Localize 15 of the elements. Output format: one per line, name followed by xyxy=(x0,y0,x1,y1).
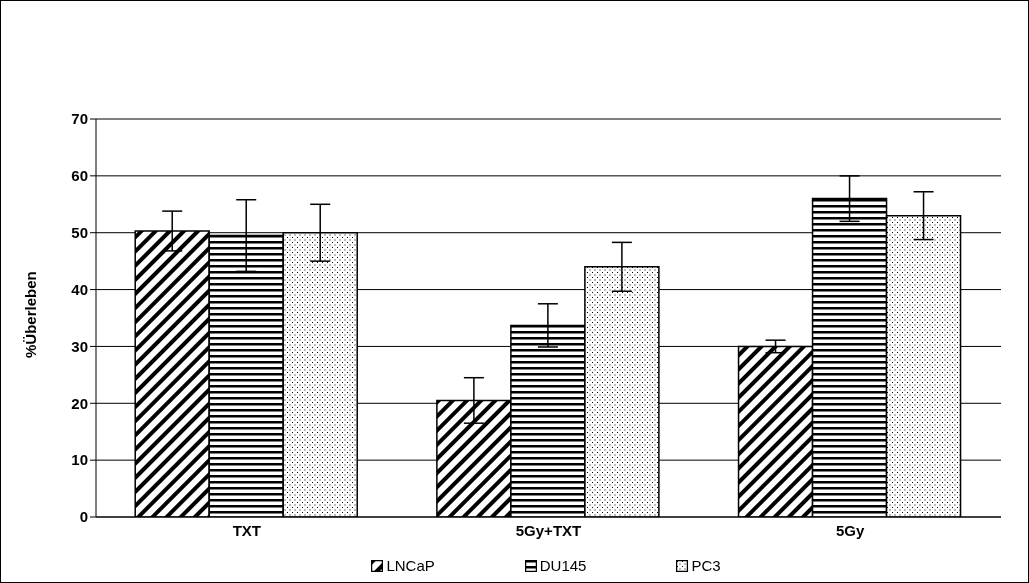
y-tick-label: 60 xyxy=(71,167,88,185)
y-tick-label: 20 xyxy=(71,394,88,412)
legend-label: LNCaP xyxy=(386,557,435,574)
y-tick-label: 30 xyxy=(71,337,88,355)
x-tick-label: TXT xyxy=(232,521,262,539)
y-tick-label: 0 xyxy=(79,508,88,526)
x-tick-label: 5Gy+TXT xyxy=(515,521,582,539)
y-axis-title: %Überleben xyxy=(22,271,40,358)
y-tick-label: 40 xyxy=(71,280,88,298)
y-tick-label: 70 xyxy=(71,110,88,128)
x-tick-label: 5Gy xyxy=(835,521,865,539)
y-tick-label: 50 xyxy=(71,224,88,242)
legend-label: PC3 xyxy=(691,557,721,574)
legend-label: DU145 xyxy=(539,557,587,574)
y-tick-label: 10 xyxy=(71,451,88,469)
